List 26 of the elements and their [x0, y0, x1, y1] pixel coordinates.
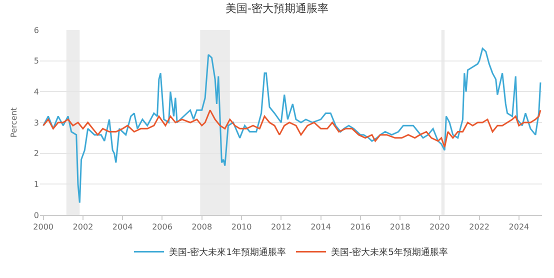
y-tick-label: 0: [34, 210, 39, 220]
x-tick-label: 2014: [310, 222, 331, 232]
chart-title: 美国-密大預期通脹率: [226, 2, 328, 15]
legend-label: 美国-密大未來1年預期通脹率: [169, 247, 286, 258]
x-tick-label: 2018: [390, 222, 410, 232]
x-tick-label: 2022: [469, 222, 490, 232]
x-tick-label: 2012: [270, 222, 292, 232]
y-tick-label: 3: [34, 118, 39, 128]
x-tick-label: 2002: [72, 222, 94, 232]
y-tick-label: 4: [34, 87, 39, 96]
x-tick-label: 2008: [192, 222, 212, 232]
y-tick-label: 1: [34, 180, 39, 189]
line-series: [42, 109, 542, 148]
x-tick-label: 2006: [152, 222, 172, 232]
y-axis-title: Percent: [10, 107, 19, 138]
x-tick-label: 2016: [350, 222, 371, 232]
x-tick-label: 2024: [508, 222, 530, 232]
y-tick-label: 2: [34, 149, 39, 158]
y-tick-label: 5: [34, 56, 39, 66]
x-tick-label: 2010: [231, 222, 252, 232]
legend-label: 美国-密大未來5年預期通脹率: [330, 247, 448, 258]
y-tick-label: 6: [34, 26, 39, 35]
x-tick-label: 2020: [429, 222, 450, 232]
x-tick-label: 2004: [112, 222, 133, 232]
x-tick-label: 2000: [33, 222, 54, 232]
line-series: [42, 48, 542, 204]
